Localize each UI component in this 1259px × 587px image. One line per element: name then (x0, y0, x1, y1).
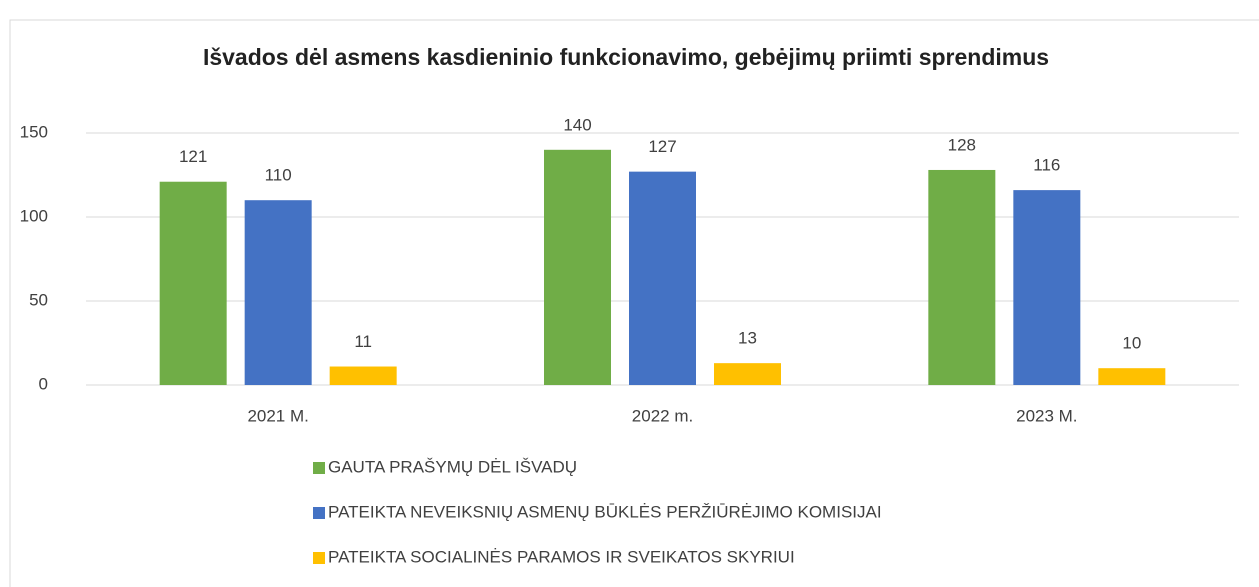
x-tick-label: 2021 M. (247, 406, 308, 425)
x-tick-label: 2022 m. (632, 406, 693, 425)
y-tick-label: 150 (20, 122, 48, 141)
legend-swatch (313, 507, 325, 519)
value-label: 11 (354, 332, 372, 351)
value-label: 13 (738, 329, 757, 348)
y-tick-label: 50 (29, 290, 48, 309)
bar (329, 366, 397, 385)
value-label: 128 (948, 135, 976, 154)
bar (928, 169, 996, 385)
chart-title: Išvados dėl asmens kasdieninio funkciona… (202, 44, 1050, 70)
value-label: 140 (563, 115, 591, 134)
legend-swatch (313, 462, 325, 474)
bar (244, 200, 312, 385)
y-tick-label: 0 (39, 374, 48, 393)
bar (629, 171, 696, 385)
bar (714, 363, 781, 385)
legend-swatch (313, 552, 325, 564)
bar (1013, 190, 1081, 385)
bar (1098, 368, 1166, 385)
bar (159, 181, 227, 385)
value-label: 116 (1033, 156, 1060, 175)
value-label: 121 (179, 147, 207, 166)
legend-label: PATEIKTA SOCIALINĖS PARAMOS IR SVEIKATOS… (328, 547, 795, 566)
legend-label: PATEIKTA NEVEIKSNIŲ ASMENŲ BŪKLĖS PERŽIŪ… (328, 502, 882, 521)
value-label: 110 (265, 166, 292, 185)
bar (544, 149, 611, 385)
value-label: 127 (648, 137, 676, 156)
y-tick-label: 100 (20, 206, 48, 225)
x-tick-label: 2023 M. (1016, 406, 1077, 425)
value-label: 10 (1122, 334, 1141, 353)
legend-label: GAUTA PRAŠYMŲ DĖL IŠVADŲ (328, 457, 577, 476)
